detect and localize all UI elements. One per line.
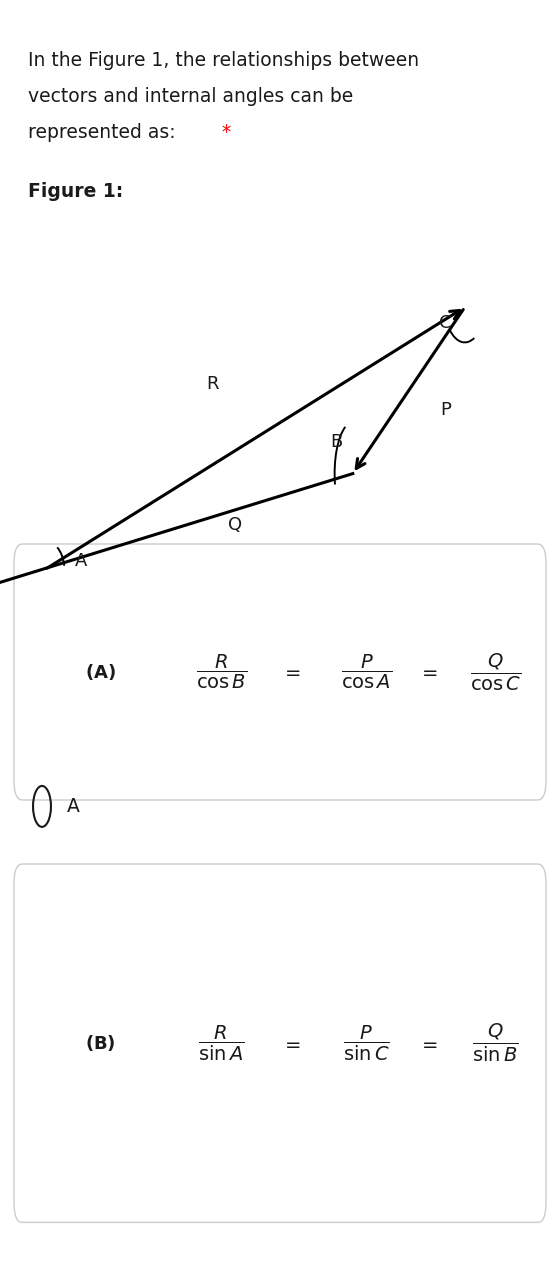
Text: $\dfrac{P}{\cos A}$: $\dfrac{P}{\cos A}$ (341, 653, 393, 691)
Text: represented as:: represented as: (28, 123, 181, 142)
Text: $=$: $=$ (281, 1034, 301, 1052)
FancyBboxPatch shape (14, 544, 546, 800)
Text: vectors and internal angles can be: vectors and internal angles can be (28, 87, 353, 106)
Text: *: * (221, 123, 231, 142)
Text: In the Figure 1, the relationships between: In the Figure 1, the relationships betwe… (28, 51, 419, 70)
Text: $\dfrac{R}{\cos B}$: $\dfrac{R}{\cos B}$ (195, 653, 247, 691)
Text: R: R (207, 375, 219, 393)
Text: $=$: $=$ (281, 663, 301, 681)
Text: $=$: $=$ (418, 1034, 438, 1052)
Text: $=$: $=$ (418, 663, 438, 681)
Text: C: C (439, 314, 451, 332)
Text: A: A (75, 552, 87, 570)
Text: B: B (330, 433, 342, 451)
Text: $\dfrac{R}{\sin A}$: $\dfrac{R}{\sin A}$ (198, 1024, 244, 1062)
Text: P: P (440, 401, 451, 419)
Text: $\dfrac{P}{\sin C}$: $\dfrac{P}{\sin C}$ (343, 1024, 390, 1062)
Text: $\mathbf{(A)}$: $\mathbf{(A)}$ (85, 662, 116, 682)
Text: A: A (67, 797, 80, 815)
Text: Figure 1:: Figure 1: (28, 182, 123, 201)
Text: $\dfrac{Q}{\cos C}$: $\dfrac{Q}{\cos C}$ (470, 652, 521, 692)
FancyBboxPatch shape (14, 864, 546, 1222)
Text: Q: Q (228, 516, 242, 534)
Text: $\mathbf{(B)}$: $\mathbf{(B)}$ (86, 1033, 116, 1053)
Text: $\dfrac{Q}{\sin B}$: $\dfrac{Q}{\sin B}$ (473, 1023, 519, 1064)
